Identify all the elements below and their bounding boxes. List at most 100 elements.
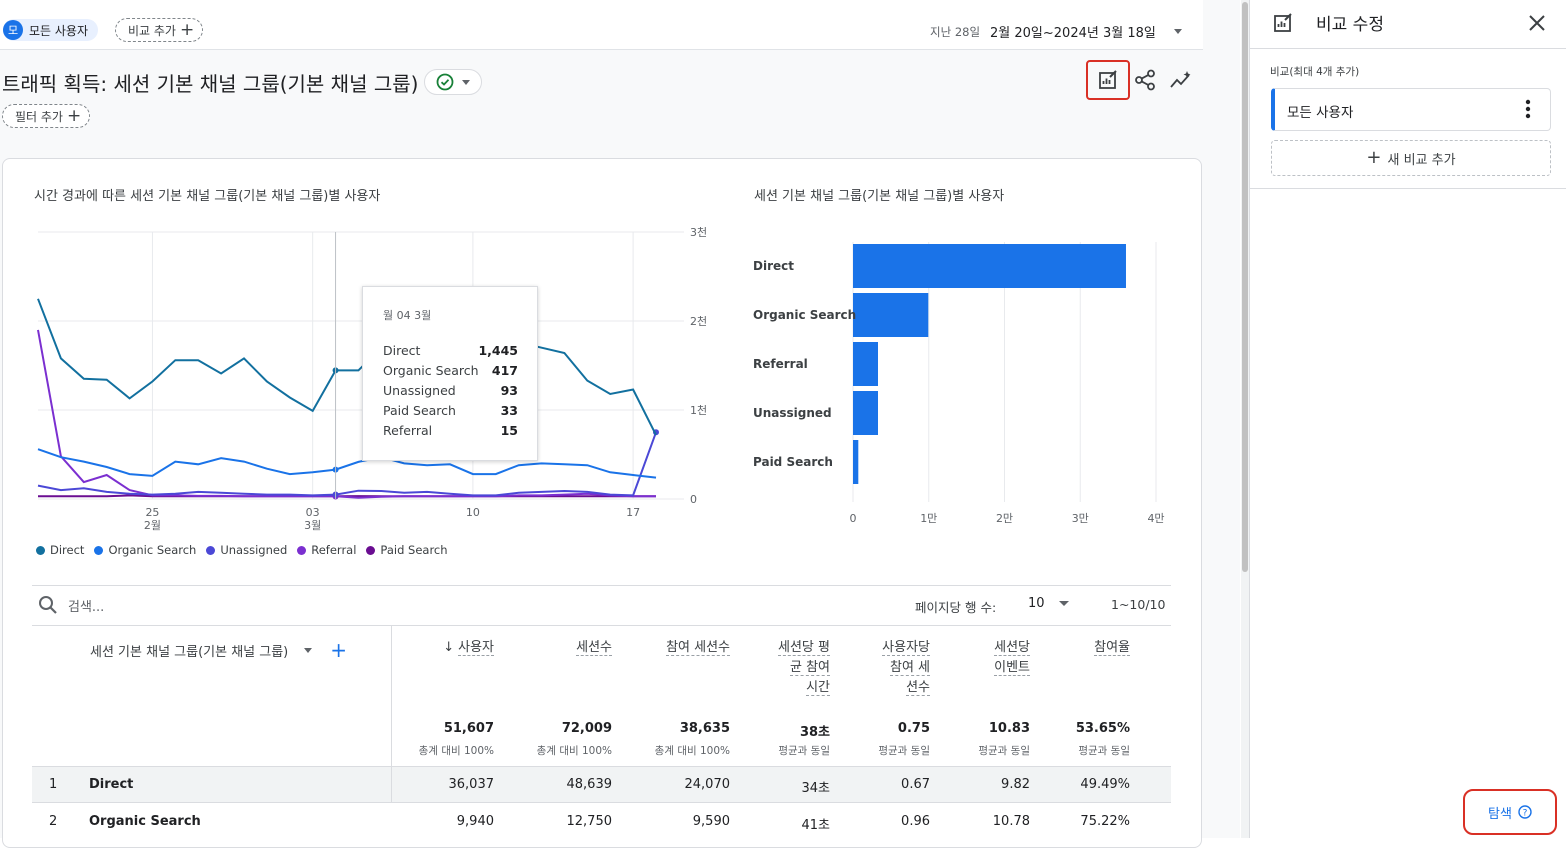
bar-category-label: Paid Search <box>753 455 833 469</box>
column-header-users[interactable]: ↓ 사용자 <box>400 638 494 658</box>
explore-button[interactable]: 탐색 ? <box>1463 789 1557 835</box>
legend-item-paid-search[interactable]: Paid Search <box>366 543 448 557</box>
share-icon <box>1135 69 1155 91</box>
date-range-picker[interactable]: 지난 28일 2월 20일~2024년 3월 18일 <box>930 22 1182 41</box>
total-sub: 평균과 동일 <box>978 745 1030 757</box>
x-tick-day: 03 <box>306 506 320 519</box>
legend-item-direct[interactable]: Direct <box>36 543 84 557</box>
caret-down-icon <box>462 79 471 85</box>
filter-add-label: 필터 추가 <box>15 109 63 124</box>
customize-report-button[interactable] <box>1086 60 1130 100</box>
total-value: 38초 <box>799 725 830 740</box>
tooltip-label: Referral <box>383 423 433 438</box>
tooltip-value: 15 <box>500 423 518 438</box>
row-cell: 9,590 <box>692 814 730 829</box>
bar-paid-search[interactable] <box>853 440 859 484</box>
report-main: 모 모든 사용자 비교 추가 + 지난 28일 2월 20일~2024년 3월 … <box>0 0 1203 848</box>
bar-category-label: Direct <box>753 259 794 273</box>
add-dimension-icon[interactable]: + <box>330 638 348 662</box>
column-header-engagement-rate[interactable]: 참여율 <box>1070 638 1130 658</box>
series-line-referral[interactable] <box>37 329 656 499</box>
legend-item-unassigned[interactable]: Unassigned <box>206 543 287 557</box>
bar-direct[interactable] <box>853 244 1126 288</box>
share-button[interactable] <box>1133 68 1157 92</box>
more-options-button[interactable] <box>1519 98 1537 120</box>
column-header-engaged-sessions[interactable]: 참여 세션수 <box>664 638 730 658</box>
table-row[interactable] <box>32 766 1171 803</box>
status-dropdown[interactable] <box>424 69 483 95</box>
legend-label: Paid Search <box>380 543 448 557</box>
plus-icon: + <box>179 19 195 40</box>
help-icon: ? <box>1518 805 1532 819</box>
bar-chart[interactable]: Direct Organic Search Referral Unassigned Pa… <box>745 220 1185 535</box>
x-tick-label: 0 <box>850 512 857 525</box>
add-compare-button[interactable]: + 새 비교 추가 <box>1271 140 1551 176</box>
total-value: 51,607 <box>443 721 494 736</box>
series-line-organic-search[interactable] <box>37 448 657 479</box>
bar-organic-search[interactable] <box>853 293 929 337</box>
row-dimension[interactable]: Organic Search <box>89 814 201 829</box>
column-header-events-per-session[interactable]: 세션당 이벤트 <box>980 638 1030 678</box>
dimension-header-label: 세션 기본 채널 그룹(기본 채널 그룹) <box>90 644 289 660</box>
column-header-sessions[interactable]: 세션수 <box>540 638 612 658</box>
compare-add-chip[interactable]: 비교 추가 + <box>115 18 204 42</box>
top-bar: 모 모든 사용자 비교 추가 + 지난 28일 2월 20일~2024년 3월 … <box>0 0 1203 50</box>
total-sub: 총계 대비 100% <box>654 745 730 757</box>
compare-segment-label: 모든 사용자 <box>1287 105 1354 121</box>
bar-unassigned[interactable] <box>853 391 878 435</box>
row-dimension[interactable]: Direct <box>89 777 134 792</box>
segment-avatar: 모 <box>3 20 23 40</box>
close-button[interactable] <box>1524 10 1550 36</box>
tooltip-label: Paid Search <box>383 403 456 418</box>
row-number: 1 <box>49 777 58 792</box>
bar-category-label: Unassigned <box>753 406 832 420</box>
row-cell: 0.67 <box>901 777 930 792</box>
rows-per-page-select[interactable]: 10 <box>1028 596 1069 611</box>
compare-segment-card[interactable]: 모든 사용자 <box>1271 88 1551 131</box>
page-title: 트래픽 획득: 세션 기본 채널 그룹(기본 채널 그룹) <box>2 71 419 96</box>
tooltip-label: Organic Search <box>383 363 479 378</box>
total-value: 0.75 <box>897 721 930 736</box>
column-header-avg-engagement-time[interactable]: 세션당 평균 참여 시간 <box>778 638 830 698</box>
row-cell: 41초 <box>801 818 830 833</box>
total-value: 10.83 <box>988 721 1030 736</box>
legend-label: Referral <box>311 543 357 557</box>
plus-icon: + <box>66 105 82 126</box>
x-tick-day: 25 <box>145 506 159 519</box>
insights-button[interactable] <box>1168 68 1194 92</box>
bar-chart-title: 세션 기본 채널 그룹(기본 채널 그룹)별 사용자 <box>754 189 1005 204</box>
tooltip-row: Unassigned 93 <box>383 383 518 398</box>
title-row: 트래픽 획득: 세션 기본 채널 그룹(기본 채널 그룹) <box>2 66 483 98</box>
column-header-engaged-sessions-per-user[interactable]: 사용자당 참여 세션수 <box>880 638 930 698</box>
filter-add-chip[interactable]: 필터 추가 + <box>2 104 91 128</box>
scrollbar-thumb[interactable] <box>1242 2 1248 572</box>
row-cell: 24,070 <box>684 777 731 792</box>
dimension-header[interactable]: 세션 기본 채널 그룹(기본 채널 그룹) + <box>90 640 347 660</box>
check-circle-icon <box>437 73 454 91</box>
divider <box>1250 48 1566 49</box>
pagination-range: 1~10/10 <box>1111 597 1166 612</box>
segment-chip[interactable]: 모 모든 사용자 <box>3 19 99 41</box>
table-row[interactable] <box>32 803 1171 840</box>
bar-referral[interactable] <box>853 342 878 386</box>
series-line-direct[interactable] <box>37 298 657 436</box>
row-cell: 9.82 <box>1001 777 1030 792</box>
legend-label: Organic Search <box>108 543 197 557</box>
table-search[interactable]: 검색... <box>38 595 104 615</box>
scrollbar-track[interactable] <box>1241 0 1249 838</box>
compare-side-panel: 비교 수정 비교(최대 4개 추가) 모든 사용자 + 새 비교 추가 탐색 ? <box>1249 0 1566 838</box>
legend-item-referral[interactable]: Referral <box>297 543 356 557</box>
column-header-label: 세션당 이벤트 <box>994 640 1030 676</box>
caret-down-icon <box>1173 29 1182 34</box>
add-compare-label: 새 비교 추가 <box>1387 152 1456 168</box>
total-sub: 총계 대비 100% <box>418 745 494 757</box>
divider <box>32 625 1171 626</box>
row-cell: 36,037 <box>448 777 495 792</box>
total-sub: 평균과 동일 <box>1078 745 1130 757</box>
legend-item-organic-search[interactable]: Organic Search <box>94 543 196 557</box>
legend-dot <box>206 545 216 555</box>
column-header-label: 세션수 <box>576 640 612 656</box>
edit-chart-icon <box>1099 70 1117 89</box>
row-cell: 10.78 <box>992 814 1030 829</box>
series-line-unassigned[interactable] <box>37 431 657 497</box>
